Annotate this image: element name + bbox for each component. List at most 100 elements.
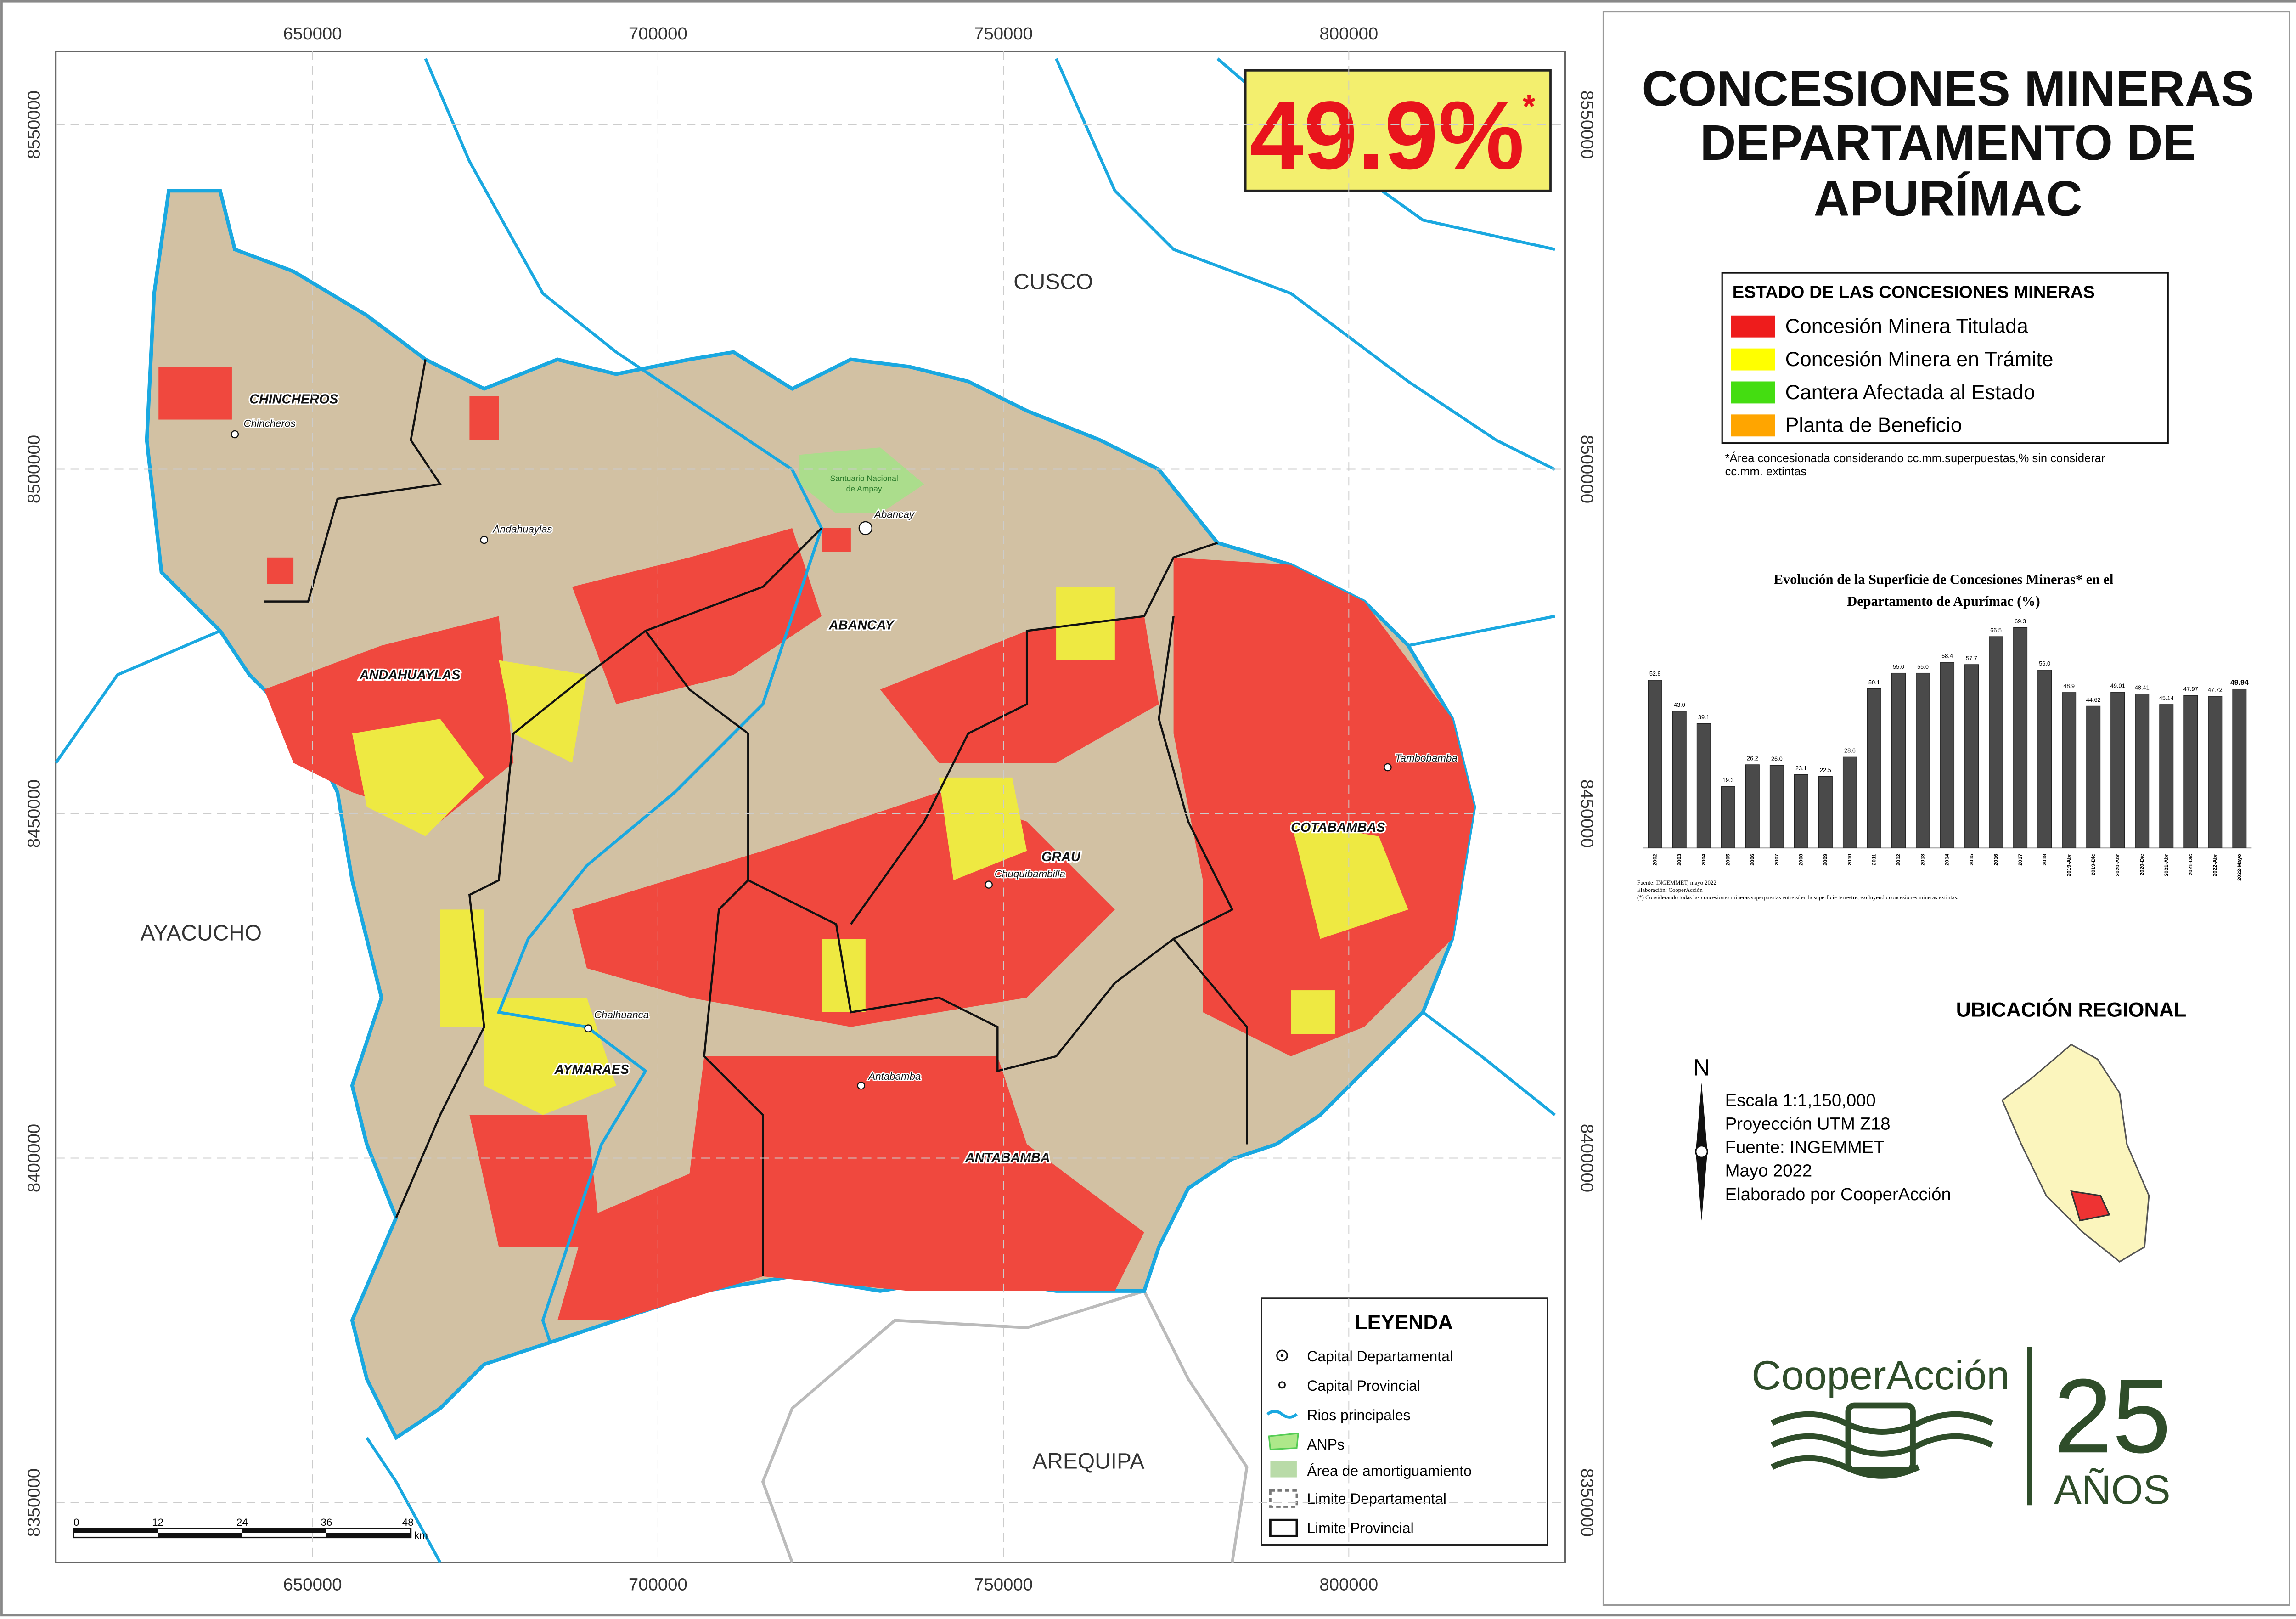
capital-label: Tambobamba [1395,752,1458,764]
x-tick-label: 2015 [1969,853,1975,865]
highlight-value: 49.9% [1250,81,1525,189]
chart-sources: Fuente: INGEMMET, mayo 2022 Elaboración:… [1637,880,1958,901]
x-tick-label: 2020-Dic [2139,853,2145,875]
logo-waves [1771,1411,1993,1479]
department-capital [858,521,872,536]
bar [1721,786,1735,848]
chart-title-line: Departamento de Apurímac (%) [1847,593,2040,609]
bar-chart: 52.8 2002 43.0 2003 39.1 2004 19.3 2005 26.2 2006… [1643,618,2252,881]
province-label: ABANCAY [828,618,895,632]
status-swatch [1731,381,1775,404]
status-item: Cantera Afectada al Estado [1785,381,2035,404]
data-label: 49.94 [2230,679,2249,687]
x-tick-label: 650000 [283,24,342,44]
x-tick-label: 2021-Abr [2164,853,2169,876]
bar [1696,723,1711,848]
legend-item: ANPs [1307,1436,1345,1453]
x-tick-label: 2013 [1920,854,1926,866]
status-legend-title: ESTADO DE LAS CONCESIONES MINERAS [1733,282,2095,302]
capital-label: Chincheros [243,418,295,429]
scale-label: 0 [73,1517,79,1528]
x-tick-label: 2016 [1993,854,1999,866]
bar [2013,627,2028,848]
bar [1916,672,1930,848]
protected-area-name: de Ampay [846,484,882,493]
province-label: ANDAHUAYLAS [359,668,461,683]
bar [1745,764,1760,848]
bar [1940,662,1955,848]
status-note: *Área concesionada considerando cc.mm.su… [1725,451,2105,465]
title: CONCESIONES MINERAS DEPARTAMENTO DE APUR… [1642,61,2254,227]
data-label: 26.0 [1771,756,1783,762]
x-tick-label: 2008 [1799,853,1804,865]
x-tick-label: 2005 [1726,853,1731,865]
regional-title: UBICACIÓN REGIONAL [1956,998,2187,1021]
logo-years: AÑOS [2054,1467,2170,1512]
x-tick-label: 750000 [974,1575,1033,1595]
data-label: 39.1 [1698,714,1710,721]
bar [1867,688,1881,848]
info-line: Elaborado por CooperAcción [1725,1185,1951,1204]
legend-title: LEYENDA [1355,1311,1453,1334]
highlight-box [1244,69,1552,192]
legend-symbol [1270,1461,1297,1478]
bar [2086,705,2101,848]
y-tick-label: 8400000 [1577,1124,1597,1192]
province-label: GRAU [1041,850,1081,864]
x-tick-label: 2006 [1750,854,1756,866]
scale-label: 24 [236,1517,248,1528]
status-swatch [1731,315,1775,338]
x-tick-label: 2017 [2018,854,2023,866]
legend-item: Rios principales [1307,1407,1410,1423]
info-line: Escala 1:1,150,000 [1725,1090,1876,1110]
x-tick-label: 2012 [1896,854,1902,866]
status-swatch [1731,348,1775,371]
logo: CooperAcción 25 AÑOS [1751,1347,2171,1512]
chart-source: Elaboración: CooperAcción [1637,887,1703,893]
title-line: DEPARTAMENTO DE [1700,115,2196,171]
province-label: COTABAMBAS [1291,820,1385,835]
y-tick-label: 8400000 [24,1124,44,1192]
bar [1794,774,1808,848]
legend-symbol [1278,1381,1286,1389]
data-label: 19.3 [1722,777,1734,784]
province-label: CHINCHEROS [249,392,338,406]
y-tick-label: 8450000 [24,779,44,848]
map: 49.9% * CUSCO AYACUCHO AREQUIPA CHINCHER… [24,24,1597,1594]
bar [2208,696,2223,848]
data-label: 49.01 [2110,682,2125,689]
data-label: 47.97 [2183,686,2198,693]
data-label: 47.72 [2208,686,2223,693]
data-label: 56.0 [2039,660,2050,667]
capital-point [231,430,239,439]
info-line: Fuente: INGEMMET [1725,1138,1885,1157]
data-label: 55.0 [1917,663,1929,670]
x-tick-label: 2014 [1945,853,1950,865]
province-label: ANTABAMBA [965,1151,1050,1165]
data-label: 55.0 [1893,663,1904,670]
status-item: Concesión Minera Titulada [1785,315,2028,338]
y-tick-label: 8550000 [24,90,44,159]
capital-label: Chuquibambilla [995,868,1065,880]
x-tick-label: 2002 [1652,854,1658,866]
data-label: 23.1 [1795,765,1807,772]
province-labels: CHINCHEROS ANDAHUAYLAS ABANCAY GRAU COTA… [248,390,1387,1167]
x-tick-label: 700000 [629,24,687,44]
region-label: AREQUIPA [1032,1449,1144,1473]
protected-area-name: Santuario Nacional [830,474,898,483]
x-tick-label: 2011 [1872,853,1877,865]
province-borders [264,359,1248,1276]
bar [1672,711,1687,848]
scale-bar: 0 12 24 36 48 km [73,1517,428,1541]
y-tick-label: 8350000 [24,1468,44,1537]
x-tick-label: 2009 [1823,854,1829,866]
x-tick-label: 700000 [629,1575,687,1595]
status-legend-box [1721,272,2169,444]
x-tick-label: 650000 [283,1575,342,1595]
logo-icon [1845,1402,1916,1473]
x-tick-label: 750000 [974,24,1033,44]
status-item: Planta de Beneficio [1785,414,1962,437]
x-tick-label: 800000 [1319,1575,1378,1595]
north-center [1695,1145,1708,1158]
legend-item: Capital Provincial [1307,1377,1420,1394]
